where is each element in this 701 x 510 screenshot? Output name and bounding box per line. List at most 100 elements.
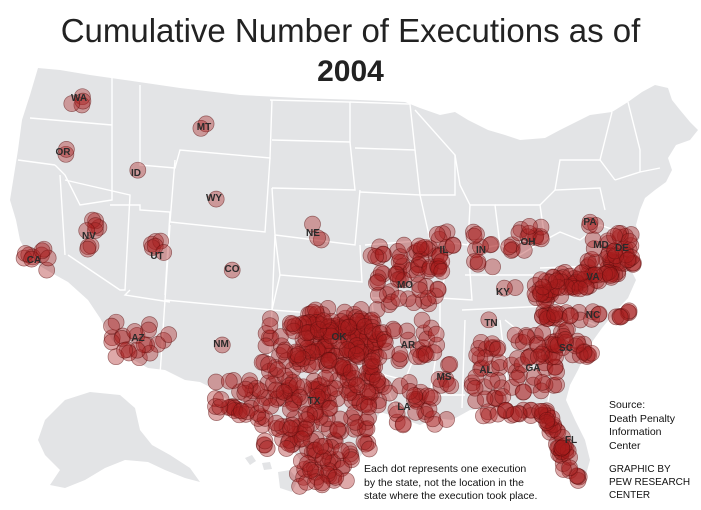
execution-dot	[349, 419, 367, 436]
state-label-fl: FL	[565, 435, 577, 446]
execution-dot	[79, 240, 97, 258]
execution-dot	[342, 363, 360, 381]
execution-dot	[310, 320, 327, 338]
execution-dot	[269, 361, 287, 378]
execution-dot	[320, 352, 338, 369]
execution-dot	[293, 430, 311, 448]
execution-dot	[329, 420, 346, 438]
execution-dot	[410, 276, 428, 294]
execution-dot	[392, 350, 409, 368]
execution-dot	[107, 348, 125, 366]
execution-dot	[146, 237, 164, 255]
execution-dot	[276, 367, 294, 385]
execution-dot	[532, 382, 550, 400]
execution-dot	[411, 281, 429, 299]
state-dots-ms	[430, 355, 460, 395]
execution-dot	[258, 440, 276, 457]
credit-line2: PEW RESEARCH	[609, 477, 691, 488]
state-label-de: DE	[615, 243, 629, 254]
execution-dot	[302, 462, 319, 479]
execution-dot	[553, 439, 571, 457]
execution-dot	[391, 248, 409, 265]
state-label-ky: KY	[496, 287, 510, 298]
state-label-va: VA	[586, 272, 599, 283]
execution-dot	[620, 251, 638, 268]
execution-dot	[297, 420, 314, 438]
execution-dot	[580, 346, 598, 364]
execution-dot	[372, 264, 390, 281]
execution-dot	[480, 406, 498, 424]
execution-dot	[321, 399, 339, 417]
execution-dot	[410, 259, 427, 276]
state-label-ok: OK	[332, 332, 348, 343]
execution-dot	[103, 317, 120, 335]
execution-dot	[606, 227, 623, 245]
state-dots-ne	[304, 215, 330, 249]
state-label-ca: CA	[27, 255, 41, 266]
state-label-nm: NM	[213, 339, 229, 350]
state-dots-nc	[534, 302, 638, 329]
execution-dot	[434, 225, 452, 242]
execution-dot	[469, 253, 487, 271]
execution-dot	[284, 315, 301, 333]
state-dots-ca	[15, 240, 57, 279]
execution-dot	[282, 401, 299, 418]
execution-dot	[561, 307, 579, 325]
execution-dot	[312, 391, 329, 408]
execution-dot	[58, 141, 75, 158]
execution-dot	[126, 323, 144, 340]
execution-dot	[494, 388, 512, 405]
execution-dot	[207, 190, 225, 208]
execution-dot	[548, 376, 565, 394]
execution-dot	[371, 325, 389, 342]
execution-dot	[525, 368, 543, 386]
execution-dot	[225, 372, 242, 389]
state-dots-tx	[206, 310, 393, 495]
execution-dot	[521, 217, 538, 235]
execution-dot	[253, 396, 270, 413]
state-dots-la	[368, 370, 455, 434]
state-dots-fl	[475, 401, 588, 489]
execution-dots	[15, 88, 642, 495]
execution-dot	[213, 336, 231, 354]
execution-dot	[480, 311, 498, 329]
execution-dot	[407, 404, 425, 421]
execution-dot	[399, 331, 417, 349]
execution-dot	[17, 245, 34, 262]
execution-dot	[82, 237, 100, 255]
execution-dot	[602, 267, 619, 284]
execution-dot	[493, 379, 511, 397]
hawaii-shape	[245, 455, 298, 492]
execution-dot	[220, 372, 238, 390]
execution-dot	[555, 461, 572, 478]
execution-dot	[538, 411, 556, 429]
state-dots-ky	[496, 279, 524, 297]
execution-dot	[207, 373, 225, 391]
state-dots-sc	[529, 321, 600, 366]
execution-dot	[207, 398, 224, 415]
state-label-co: CO	[225, 264, 240, 275]
source-note: Source: Death Penalty Information Center	[609, 399, 699, 453]
dot-note-line1: Each dot represents one execution	[364, 463, 527, 475]
execution-dot	[387, 265, 405, 283]
state-dots-or	[57, 141, 75, 163]
execution-dot	[291, 388, 309, 406]
execution-dot	[502, 242, 520, 259]
state-dots-nm	[213, 336, 231, 354]
execution-dot	[444, 237, 462, 254]
execution-dot	[347, 346, 365, 364]
execution-dot	[86, 222, 104, 239]
us-outline	[10, 68, 698, 488]
execution-dot	[508, 369, 526, 387]
execution-dot	[548, 278, 566, 296]
state-dots-tn	[480, 311, 498, 329]
execution-dot	[515, 383, 532, 401]
state-dots-mo	[362, 236, 449, 314]
execution-dot	[360, 398, 377, 416]
execution-dot	[424, 389, 442, 407]
execution-dot	[338, 472, 355, 490]
execution-dot	[257, 337, 275, 355]
execution-dot	[317, 369, 334, 387]
execution-dot	[129, 161, 147, 179]
execution-dot	[57, 145, 75, 163]
